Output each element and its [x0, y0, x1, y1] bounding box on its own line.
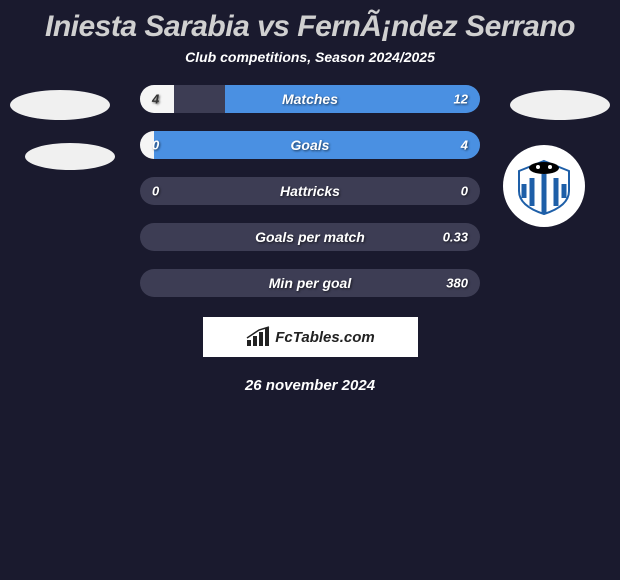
stat-bar-row: Matches 4 12 [140, 85, 480, 113]
stat-bar-row: Goals per match 0.33 [140, 223, 480, 251]
stat-bar-label: Matches [282, 91, 338, 107]
branding-text: FcTables.com [275, 329, 374, 346]
branding-box: FcTables.com [203, 317, 418, 357]
player-right-avatar-placeholder [510, 90, 610, 120]
stat-bar-row: Goals 0 4 [140, 131, 480, 159]
stat-bar-right-value: 12 [454, 92, 468, 107]
stat-bar-row: Min per goal 380 [140, 269, 480, 297]
stat-bar-right-value: 0.33 [443, 230, 468, 245]
club-badge [503, 145, 585, 227]
stat-bar-left-value: 0 [152, 184, 159, 199]
stat-bar-right-value: 380 [446, 276, 468, 291]
stat-bar-right-value: 4 [461, 138, 468, 153]
stat-bar-left-value: 4 [152, 92, 159, 107]
stat-bar-row: Hattricks 0 0 [140, 177, 480, 205]
club-badge-icon [514, 156, 574, 216]
page-title: Iniesta Sarabia vs FernÃ¡ndez Serrano [0, 0, 620, 49]
stat-bar-label: Hattricks [280, 183, 340, 199]
stat-bar-right-fill [225, 85, 480, 113]
stat-bar-label: Goals [291, 137, 330, 153]
stat-bar-left-value: 0 [152, 138, 159, 153]
player-left-avatar-placeholder-2 [25, 143, 115, 170]
stat-bar-label: Goals per match [255, 229, 365, 245]
subtitle: Club competitions, Season 2024/2025 [0, 49, 620, 85]
stat-bar-right-value: 0 [461, 184, 468, 199]
branding-chart-icon [245, 326, 271, 348]
comparison-container: Iniesta Sarabia vs FernÃ¡ndez Serrano Cl… [0, 0, 620, 394]
comparison-area: Matches 4 12 Goals 0 4 Hattricks 0 0 Goals per ma… [0, 85, 620, 297]
date-text: 26 november 2024 [0, 377, 620, 394]
stat-bar-label: Min per goal [269, 275, 351, 291]
player-left-avatar-placeholder-1 [10, 90, 110, 120]
